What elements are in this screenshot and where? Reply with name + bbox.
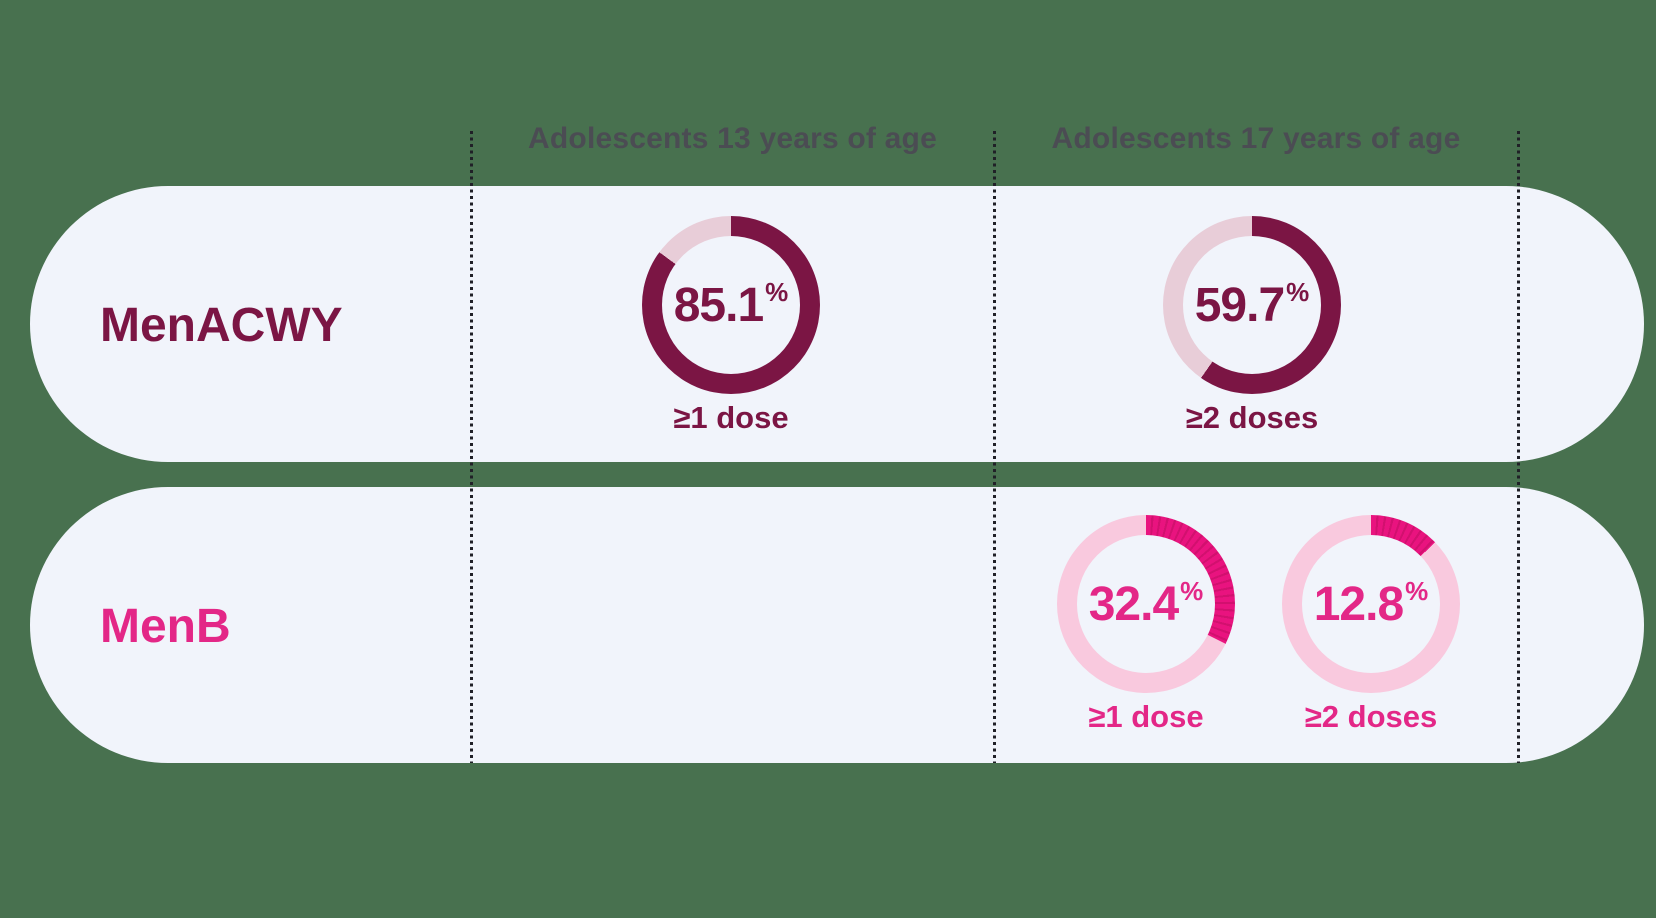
dose-label: ≥2 doses	[1304, 699, 1438, 734]
percent-sign: %	[1286, 276, 1310, 307]
donut-chart-menb-17yo-2doses: 12.8%	[1282, 515, 1460, 693]
divider-dotted-line-middle	[993, 131, 996, 763]
donut-block-menacwy-17yo: 59.7% ≥2 doses	[1142, 216, 1362, 436]
row-label-menacwy: MenACWY	[100, 299, 343, 352]
donut-chart-menb-17yo-1dose: 32.4%	[1057, 515, 1235, 693]
row-label-menb: MenB	[100, 600, 231, 653]
donut-block-menacwy-13yo: 85.1% ≥1 dose	[621, 216, 841, 436]
donut-chart-menacwy-13yo-1dose: 85.1%	[642, 216, 820, 394]
donut-block-menb-1dose: 32.4% ≥1 dose	[1036, 515, 1256, 735]
donut-center-value: 32.4%	[1077, 535, 1215, 673]
percent-value: 85.1	[673, 278, 764, 332]
divider-dotted-line-left	[470, 131, 473, 763]
donut-center-value: 85.1%	[662, 236, 800, 374]
percent-value: 12.8	[1313, 577, 1404, 631]
column-header-17-years: Adolescents 17 years of age	[1051, 122, 1461, 155]
percent-value: 32.4	[1088, 577, 1179, 631]
dose-label: ≥1 dose	[1088, 699, 1204, 734]
donut-center-value: 12.8%	[1302, 535, 1440, 673]
percent-value: 59.7	[1194, 278, 1285, 332]
percent-sign: %	[1180, 575, 1204, 606]
donut-chart-menacwy-17yo-2doses: 59.7%	[1163, 216, 1341, 394]
donut-center-value: 59.7%	[1183, 236, 1321, 374]
dose-label: ≥1 dose	[673, 400, 789, 435]
divider-dotted-line-right	[1517, 131, 1520, 763]
percent-sign: %	[1405, 575, 1429, 606]
column-header-13-years: Adolescents 13 years of age	[528, 122, 937, 155]
donut-block-menb-2doses: 12.8% ≥2 doses	[1261, 515, 1481, 735]
dose-label: ≥2 doses	[1185, 400, 1319, 435]
row-panel-menacwy	[30, 186, 1644, 462]
percent-sign: %	[765, 276, 789, 307]
